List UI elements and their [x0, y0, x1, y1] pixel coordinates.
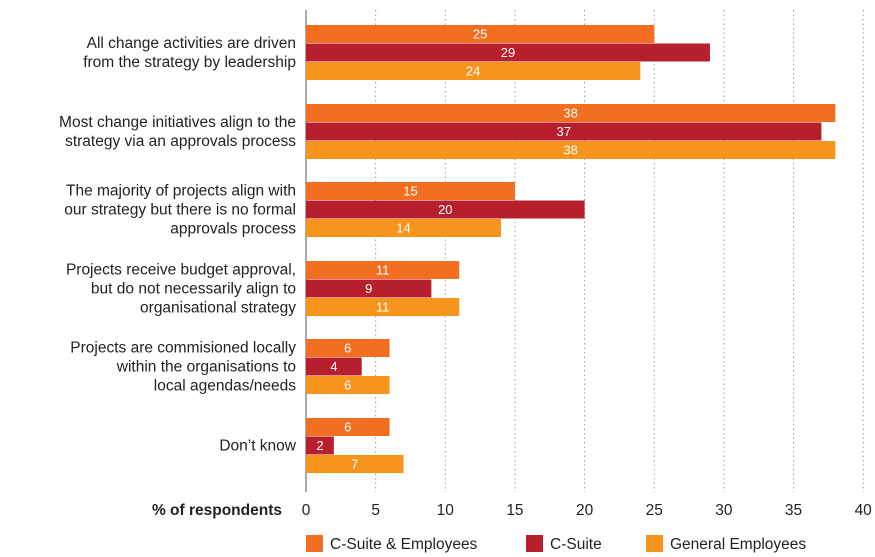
legend-label: General Employees: [670, 536, 806, 553]
category-label: Don’t know: [219, 438, 296, 455]
bar: [306, 376, 390, 394]
gridlines: [375, 10, 864, 492]
x-tick-label: 5: [371, 502, 380, 519]
data-label: 7: [351, 457, 358, 472]
category-label-line: within the organisations to: [116, 359, 296, 376]
data-label: 29: [501, 45, 515, 60]
data-label: 11: [376, 300, 390, 315]
x-tick-label: 40: [855, 502, 873, 519]
category-label: All change activities are driven from the…: [83, 35, 296, 71]
category-label-line: strategy via an approvals process: [65, 133, 296, 150]
x-tick-label: 25: [646, 502, 663, 519]
data-label: 2: [316, 438, 323, 453]
data-label: 38: [563, 143, 577, 158]
data-label: 24: [466, 64, 480, 79]
data-label: 38: [563, 106, 577, 121]
bar: [306, 104, 836, 122]
category-label-line: approvals process: [170, 221, 296, 238]
x-tick-label: 15: [506, 502, 523, 519]
data-label: 14: [396, 221, 410, 236]
x-tick-label: 30: [715, 502, 733, 519]
category-label: The majority of projects align with our s…: [64, 183, 296, 238]
category-label-line: but do not necessarily align to: [91, 281, 296, 298]
bar: [306, 62, 641, 80]
bar: [306, 25, 655, 43]
data-label: 11: [376, 263, 390, 278]
category-label-line: Most change initiatives align to the: [59, 114, 296, 131]
bar: [306, 279, 432, 298]
category-label-line: local agendas/needs: [154, 378, 296, 395]
legend-swatch: [646, 535, 663, 552]
category-labels: All change activities are driven from the…: [59, 35, 297, 455]
bar: [306, 141, 836, 159]
bar: [306, 122, 822, 141]
category-label-line: All change activities are driven: [87, 35, 296, 52]
legend-label: C-Suite: [550, 536, 602, 553]
x-tick-label: 10: [437, 502, 455, 519]
x-tick-labels: 0 5 10 15 20 25 30 35 40: [302, 502, 873, 519]
category-label-line: from the strategy by leadership: [83, 54, 296, 71]
bar: [306, 200, 585, 219]
bar: [306, 43, 710, 62]
legend-label: C-Suite & Employees: [330, 536, 478, 553]
x-tick-label: 35: [785, 502, 802, 519]
bar: [306, 357, 362, 376]
data-label: 6: [344, 420, 351, 435]
category-label: Most change initiatives align to the stra…: [59, 114, 296, 150]
category-label-line: our strategy but there is no formal: [64, 202, 296, 219]
bar: [306, 219, 502, 237]
bar: [306, 436, 334, 455]
legend-swatch: [526, 535, 543, 552]
category-label: Projects are commisioned locally within t…: [70, 340, 296, 395]
legend-swatch: [306, 535, 323, 552]
data-label: 15: [403, 184, 417, 199]
data-label: 4: [330, 359, 337, 374]
bar: [306, 182, 515, 200]
data-label: 20: [438, 202, 452, 217]
category-label-line: The majority of projects align with: [66, 183, 296, 200]
data-label: 37: [556, 124, 570, 139]
x-tick-label: 0: [302, 502, 311, 519]
bar: [306, 339, 390, 357]
bar: [306, 261, 460, 279]
category-label-line: Don’t know: [219, 438, 296, 455]
x-axis-title: % of respondents: [152, 502, 282, 519]
category-label-line: organisational strategy: [140, 300, 296, 317]
bar: [306, 418, 390, 436]
category-label: Projects receive budget approval, but do …: [66, 262, 296, 317]
bar: [306, 455, 404, 473]
bar: [306, 298, 460, 316]
data-label: 9: [365, 281, 372, 296]
data-label: 6: [344, 378, 351, 393]
category-label-line: Projects are commisioned locally: [70, 340, 296, 357]
category-label-line: Projects receive budget approval,: [66, 262, 296, 279]
x-tick-label: 20: [576, 502, 594, 519]
data-label: 6: [344, 341, 351, 356]
legend: C-Suite & Employees C-Suite General Employ…: [306, 535, 806, 553]
data-label: 25: [473, 27, 487, 42]
